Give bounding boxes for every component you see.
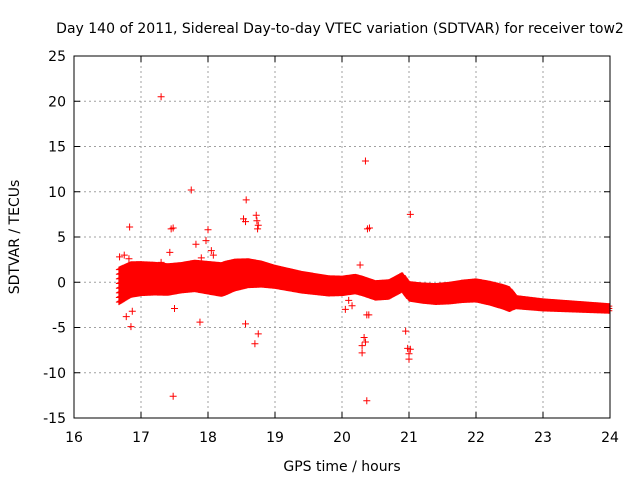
x-tick-label: 23 [534, 430, 552, 446]
data-point [365, 224, 373, 232]
data-point [126, 223, 134, 231]
data-point [171, 304, 178, 312]
data-point [361, 157, 369, 165]
data-point [358, 342, 366, 350]
x-tick-labels: 16 17 18 19 20 21 22 23 24 [65, 430, 619, 446]
x-tick-label: 21 [400, 430, 418, 446]
y-tick-label: 5 [57, 230, 66, 246]
data-point [127, 323, 135, 331]
data-point [398, 277, 406, 285]
data-point [242, 218, 250, 226]
y-tick-label: 25 [48, 49, 66, 65]
data-point [356, 261, 364, 269]
chart-title: Day 140 of 2011, Sidereal Day-to-day VTE… [56, 21, 624, 37]
data-point [157, 258, 165, 266]
data-point [209, 251, 217, 259]
data-point [252, 211, 260, 219]
data-point [242, 196, 250, 204]
data-point [128, 307, 136, 315]
data-point [361, 338, 369, 346]
data-point [363, 397, 371, 405]
data-point [254, 221, 262, 229]
data-point [365, 311, 373, 319]
data-point [122, 313, 130, 321]
data-point [169, 392, 177, 400]
x-tick-label: 18 [199, 430, 217, 446]
x-axis-label: GPS time / hours [283, 459, 400, 475]
data-point [348, 302, 356, 310]
data-point [402, 327, 410, 335]
y-tick-label: 15 [48, 140, 66, 156]
data-point [405, 355, 413, 363]
y-tick-label: 10 [48, 185, 66, 201]
data-point [197, 254, 205, 262]
data-point [187, 186, 195, 194]
y-tick-label: -15 [43, 411, 66, 427]
data-point [192, 240, 200, 248]
data-point [253, 217, 261, 225]
axis-ticks [73, 55, 611, 419]
data-point [254, 225, 262, 233]
x-tick-label: 17 [132, 430, 150, 446]
y-tick-label: -10 [43, 366, 66, 382]
y-tick-label: -5 [52, 321, 66, 337]
data-point [116, 253, 124, 261]
y-axis-label: SDTVAR / TECUs [7, 180, 23, 295]
data-point [196, 318, 204, 326]
data-point [169, 224, 177, 232]
data-point [202, 237, 210, 245]
data-point [204, 226, 212, 234]
data-point [406, 210, 414, 218]
data-point [120, 251, 128, 259]
data-point [341, 305, 349, 313]
y-tick-label: 0 [57, 275, 66, 291]
data-point [358, 349, 366, 357]
data-point [254, 330, 262, 338]
grid-lines [74, 56, 610, 418]
x-tick-label: 22 [467, 430, 485, 446]
y-tick-label: 20 [48, 94, 66, 110]
y-tick-labels: -15 -10 -5 0 5 10 15 20 25 [43, 49, 66, 427]
data-point [242, 320, 250, 328]
data-point [406, 345, 414, 353]
data-point [360, 333, 368, 341]
x-tick-label: 20 [333, 430, 351, 446]
data-point [251, 340, 259, 348]
x-tick-label: 19 [266, 430, 284, 446]
series-outliers [116, 93, 414, 405]
data-point [166, 248, 174, 256]
data-point [345, 296, 353, 304]
x-tick-label: 24 [601, 430, 619, 446]
data-point [207, 247, 215, 255]
data-point [125, 255, 133, 263]
data-point [157, 93, 165, 101]
x-tick-label: 16 [65, 430, 83, 446]
